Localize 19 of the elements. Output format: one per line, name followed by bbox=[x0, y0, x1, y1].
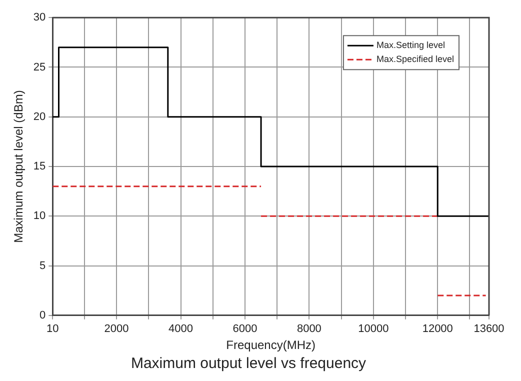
legend-label: Max.Specified level bbox=[376, 54, 454, 64]
x-tick-label: 6000 bbox=[232, 323, 258, 336]
y-tick-label: 25 bbox=[33, 61, 46, 74]
text: Maximum output level vs frequency bbox=[130, 355, 367, 372]
legend-label: Max.Setting level bbox=[376, 40, 446, 50]
x-tick-label: 8000 bbox=[296, 323, 322, 336]
y-tick-label: 20 bbox=[33, 110, 46, 123]
y-tick-label: 15 bbox=[33, 160, 46, 173]
x-tick-label: 2000 bbox=[104, 323, 129, 336]
x-tick-label: 10000 bbox=[358, 323, 389, 336]
x-tick-label: 12000 bbox=[422, 323, 453, 336]
y-tick-label: 10 bbox=[33, 210, 46, 222]
y-axis-title: Maximum output level (dBm) bbox=[12, 90, 26, 243]
y-tick-label: 5 bbox=[40, 260, 46, 272]
x-axis-title: Frequency(MHz) bbox=[226, 338, 316, 352]
x-tick-label: 13600 bbox=[474, 323, 504, 336]
y-tick-label: 0 bbox=[40, 309, 46, 322]
y-tick-label: 30 bbox=[33, 12, 46, 24]
x-tick-label: 4000 bbox=[168, 323, 193, 336]
